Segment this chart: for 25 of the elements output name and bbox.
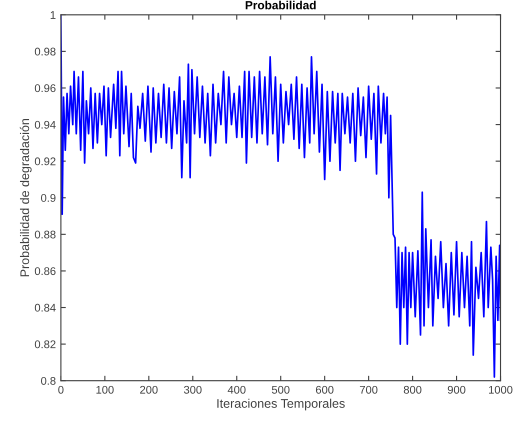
y-tick-label: 0.98 [34,48,56,56]
y-tick-label: 0.82 [34,340,56,348]
y-tick-label: 0.9 [41,194,56,202]
y-tick-label: 0.96 [34,84,56,92]
x-tick-label: 200 [140,386,158,394]
y-tick-label: 0.94 [34,120,56,129]
chart-title: Probabilidad [246,0,316,10]
y-tick-label: 0.92 [34,157,56,166]
x-tick-label: 700 [360,386,378,394]
y-tick-label: 0.8 [41,376,56,385]
x-tick-label: 900 [448,386,466,394]
y-tick-label: 1 [50,11,56,19]
x-tick-label: 500 [272,386,290,394]
x-tick-label: 400 [228,386,246,394]
x-tick-label: 0 [58,386,64,394]
x-tick-label: 1000 [489,386,512,394]
x-tick-label: 100 [96,386,114,394]
y-tick-label: 0.88 [34,230,56,238]
x-tick-label: 800 [404,386,422,394]
x-tick-label: 300 [184,386,202,394]
y-tick-label: 0.84 [34,304,56,312]
y-tick-label: 0.86 [34,267,56,276]
x-tick-label: 600 [316,386,334,394]
x-axis-title: Iteraciones Temporales [217,398,345,410]
y-axis-title: Probabilidad de degradación [20,118,32,276]
